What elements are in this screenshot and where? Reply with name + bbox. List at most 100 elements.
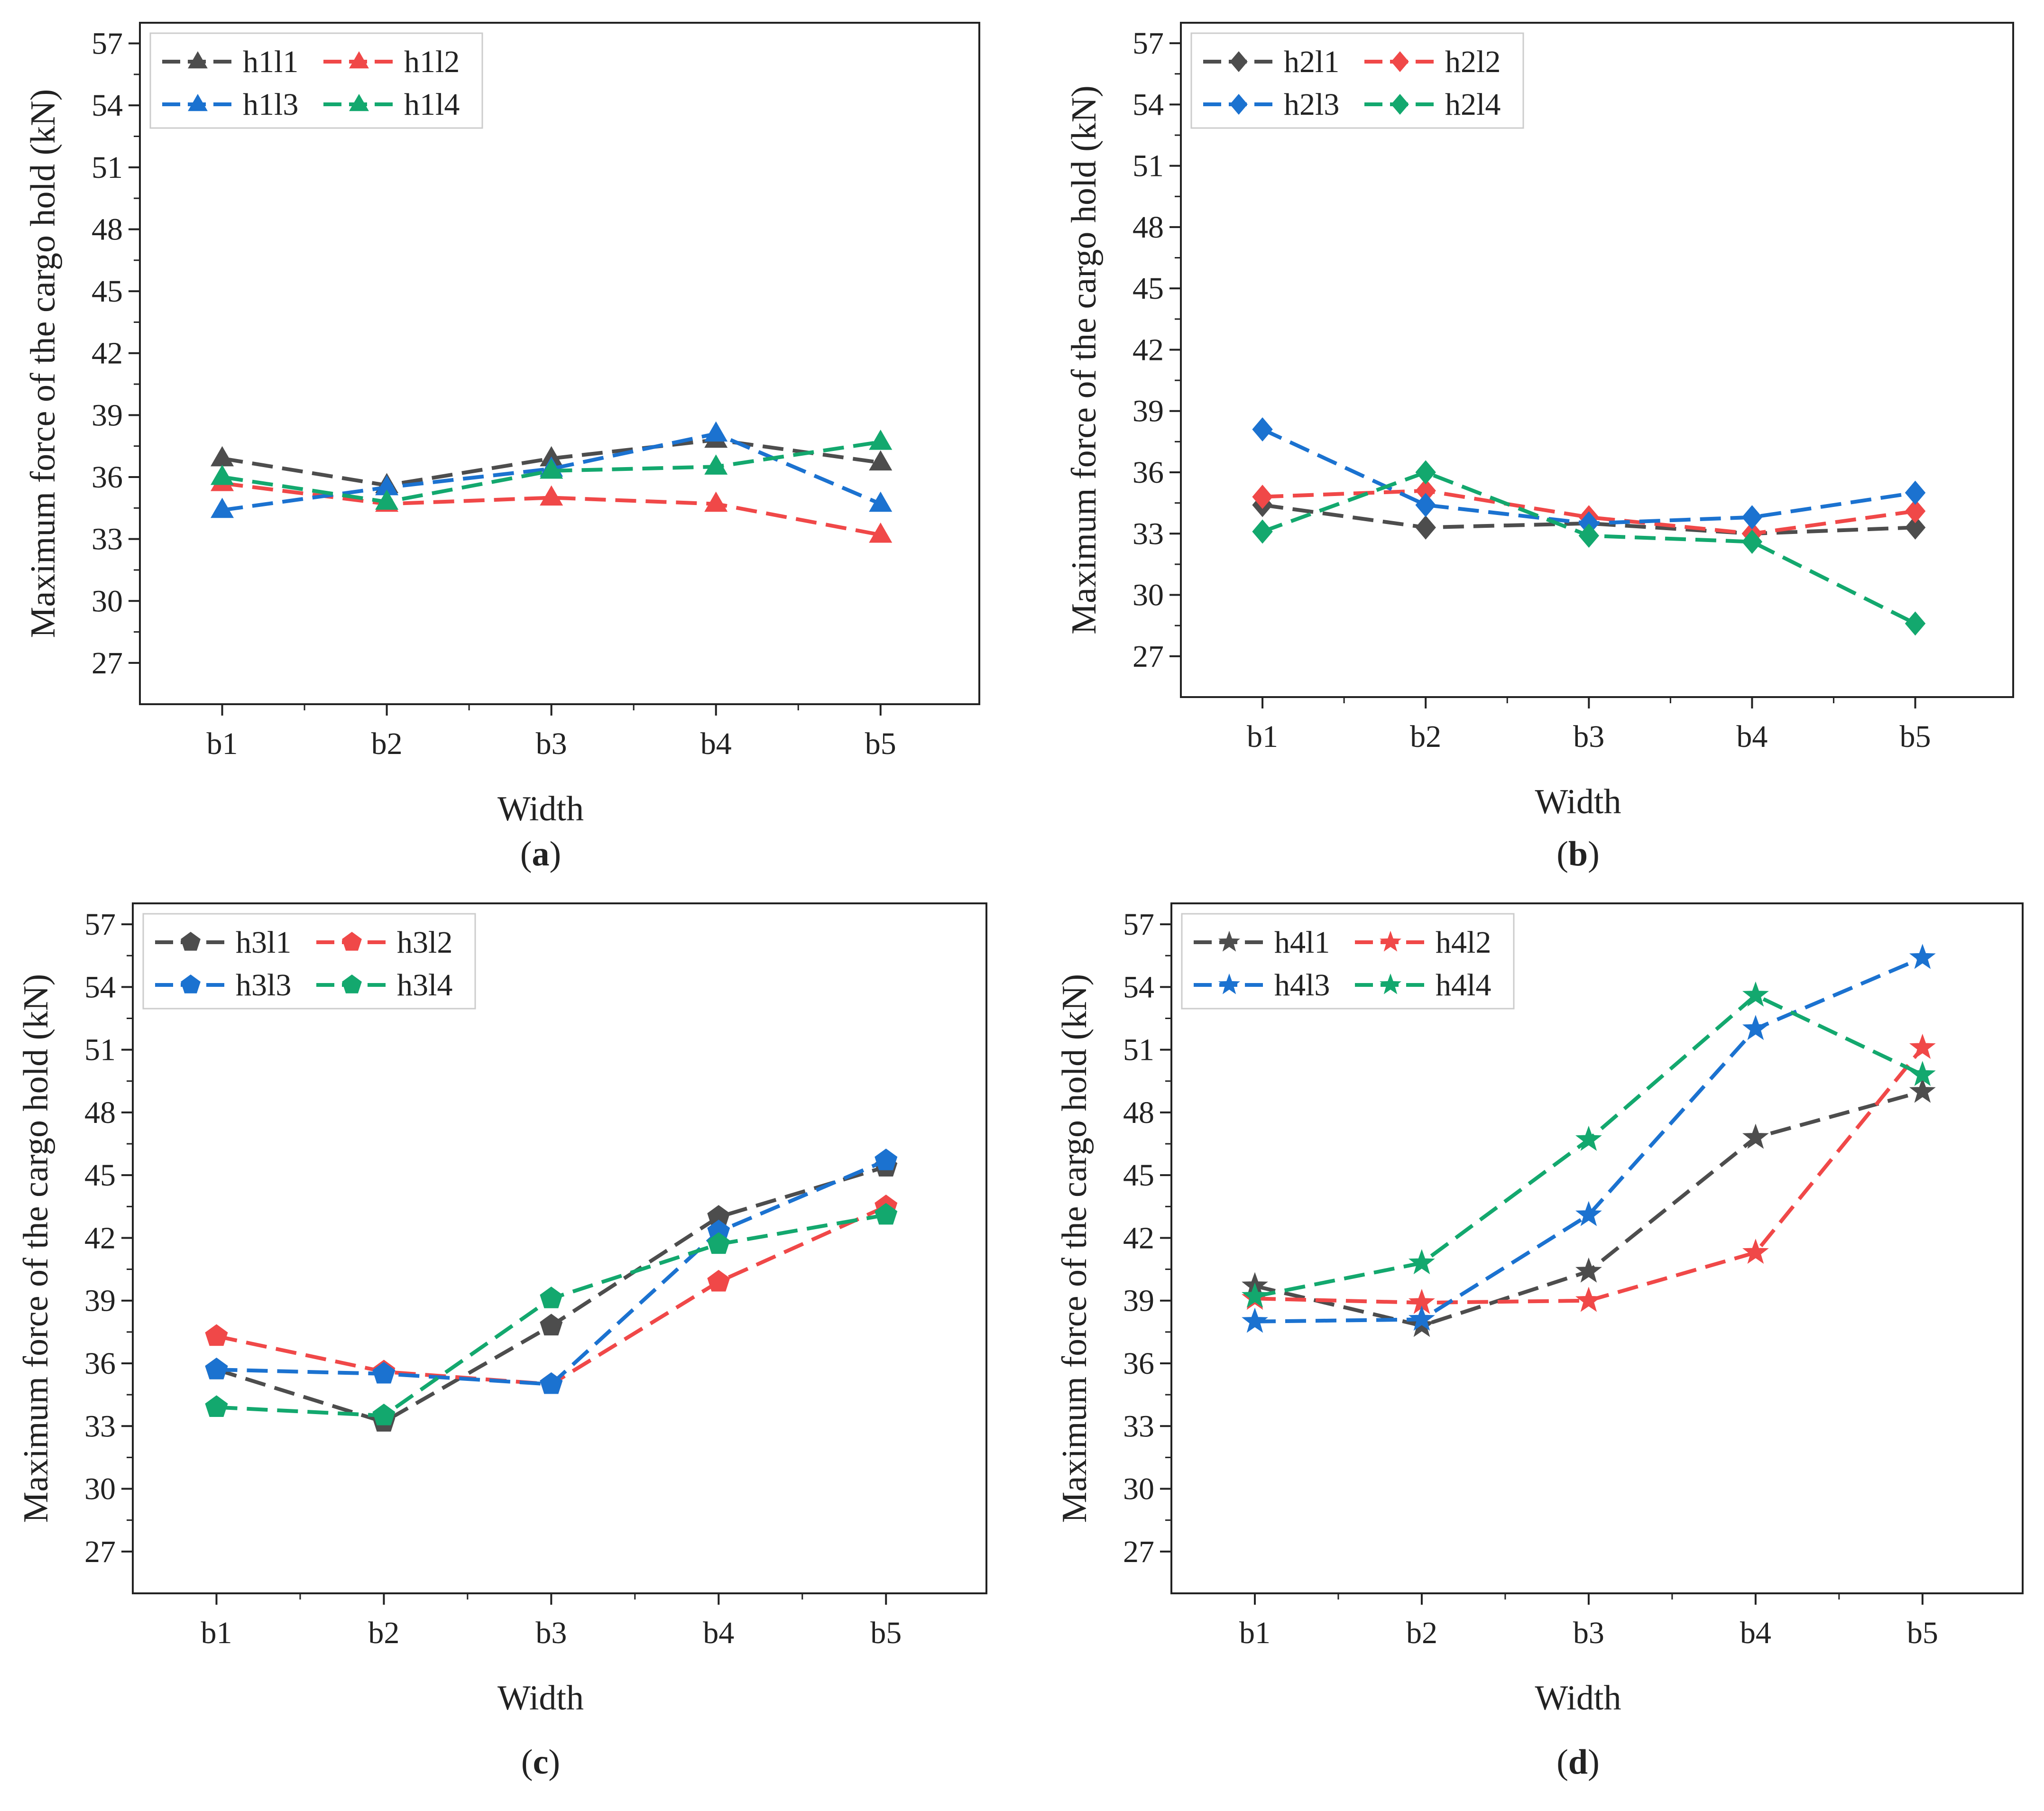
data-point-marker <box>869 491 893 512</box>
y-tick-label: 48 <box>1132 210 1164 245</box>
x-tick-label: b3 <box>1573 719 1604 754</box>
x-tick-label: b5 <box>1900 719 1931 754</box>
y-tick-label: 45 <box>1132 271 1164 306</box>
y-tick-label: 39 <box>1132 394 1164 429</box>
data-point-marker <box>869 522 893 543</box>
data-point-marker <box>540 1372 563 1394</box>
plot-frame <box>1180 22 2014 698</box>
data-point-marker <box>1408 1249 1435 1275</box>
y-axis-title: Maximum force of the cargo hold (kN) <box>1065 85 1104 634</box>
data-point-marker <box>875 1203 898 1225</box>
y-tick-label: 27 <box>92 646 123 680</box>
series-h4l3 <box>1242 944 1936 1333</box>
data-point-marker <box>1909 944 1936 969</box>
legend-entry: h1l3 <box>162 87 298 122</box>
data-point-marker <box>1242 1307 1268 1333</box>
legend-marker <box>349 94 369 111</box>
y-tick-label: 54 <box>92 88 123 123</box>
data-point-marker <box>372 1403 396 1425</box>
data-point-marker <box>1742 1015 1769 1040</box>
legend-entry: h3l4 <box>316 968 452 1002</box>
data-point-marker <box>1905 611 1926 636</box>
x-tick-label: b5 <box>865 726 896 761</box>
y-tick-label: 36 <box>84 1346 116 1381</box>
x-tick-label: b1 <box>207 726 238 761</box>
legend-label: h4l2 <box>1436 925 1491 960</box>
x-axis-title: Width <box>497 790 584 828</box>
legend-marker <box>342 932 362 951</box>
legend: h4l1 h4l2 h4l3 h4l4 <box>1181 913 1515 1010</box>
y-tick-label: 27 <box>1132 639 1164 674</box>
y-tick-label: 39 <box>92 398 123 432</box>
x-tick-label: b3 <box>536 726 567 761</box>
y-tick-label: 27 <box>1123 1535 1154 1569</box>
data-point-marker <box>707 1269 730 1292</box>
y-tick-label: 33 <box>84 1409 116 1443</box>
x-tick-label: b4 <box>703 1616 734 1650</box>
y-tick-label: 36 <box>1123 1346 1154 1381</box>
data-point-marker <box>1909 1077 1936 1103</box>
x-tick-label: b3 <box>535 1616 567 1650</box>
legend-label: h4l1 <box>1274 925 1330 960</box>
x-tick-label: b2 <box>1406 1616 1437 1650</box>
chart-panel-c: 27 30 33 36 39 42 45 48 51 54 57 b1 b2 b3 b4 b5 Width Max… <box>17 902 987 1782</box>
data-point-marker <box>1415 493 1436 517</box>
caption-close: ) <box>1588 1743 1600 1782</box>
y-tick-label: 27 <box>84 1535 116 1569</box>
y-tick-label: 45 <box>1123 1158 1154 1193</box>
legend-marker <box>342 974 362 993</box>
legend: h2l1 h2l2 h2l3 h2l4 <box>1190 32 1524 129</box>
caption-open: ( <box>521 1743 533 1782</box>
series-h3l4 <box>205 1203 898 1425</box>
caption-letter: a <box>532 835 550 873</box>
legend-marker <box>1218 973 1240 994</box>
plot-frame <box>1170 902 2024 1594</box>
y-tick-label: 42 <box>84 1221 116 1255</box>
data-point-marker <box>1575 1201 1602 1226</box>
legend-label: h3l2 <box>397 925 452 960</box>
legend-label: h3l4 <box>397 968 452 1002</box>
legend-label: h1l4 <box>404 87 460 122</box>
legend-label: h2l4 <box>1445 87 1501 122</box>
legend-marker <box>1230 94 1248 115</box>
data-point-marker <box>1905 515 1926 540</box>
data-point-marker <box>210 464 234 485</box>
y-tick-label: 30 <box>1132 578 1164 613</box>
chart-panel-a: 27 30 33 36 39 42 45 48 51 54 57 b1 b2 b3 b4 b5 Width Max… <box>24 22 980 873</box>
y-tick-label: 48 <box>92 212 123 247</box>
data-point-marker <box>1415 460 1436 485</box>
x-axis-title: Width <box>497 1679 584 1718</box>
y-tick-label: 54 <box>84 970 116 1004</box>
legend-entry: h4l3 <box>1194 968 1330 1002</box>
legend-label: h3l3 <box>236 968 291 1002</box>
legend-entry: h1l1 <box>162 45 298 79</box>
data-point-marker <box>1909 1061 1936 1086</box>
caption-letter: d <box>1568 1743 1588 1782</box>
data-point-marker <box>375 489 399 510</box>
y-tick-label: 54 <box>1132 87 1164 122</box>
data-point-marker <box>869 429 893 450</box>
plot-frame <box>132 902 987 1594</box>
y-tick-label: 36 <box>1132 455 1164 490</box>
data-point-marker <box>205 1395 228 1417</box>
legend-marker <box>1230 51 1248 72</box>
data-point-marker <box>704 421 728 442</box>
data-point-marker <box>1415 515 1436 540</box>
legend-marker <box>1380 973 1401 994</box>
legend-entry: h2l2 <box>1364 45 1501 79</box>
legend-label: h1l2 <box>404 45 460 79</box>
data-point-marker <box>205 1324 228 1346</box>
y-tick-label: 30 <box>84 1472 116 1507</box>
data-point-marker <box>869 450 893 471</box>
legend-marker <box>1391 94 1409 115</box>
data-point-marker <box>704 491 728 512</box>
y-tick-label: 57 <box>1123 907 1154 942</box>
chart-panel-d: 27 30 33 36 39 42 45 48 51 54 57 b1 b2 b3 b4 b5 Width Max… <box>1055 902 2024 1782</box>
legend-marker <box>181 974 201 993</box>
caption-close: ) <box>548 1743 560 1782</box>
legend-entry: h1l2 <box>323 45 460 79</box>
series-h4l2 <box>1242 1033 1936 1314</box>
y-tick-label: 48 <box>1123 1095 1154 1130</box>
legend-label: h4l3 <box>1274 968 1330 1002</box>
legend-label: h2l1 <box>1284 45 1339 79</box>
